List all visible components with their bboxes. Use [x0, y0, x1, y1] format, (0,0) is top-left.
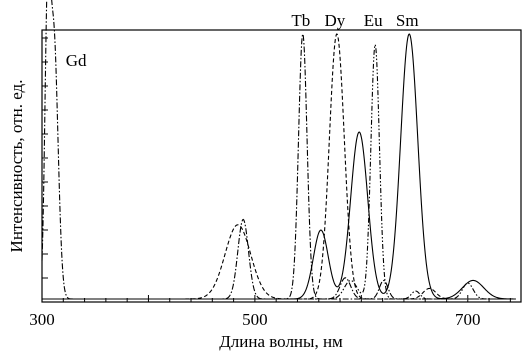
x-tick-label: 300 [29, 310, 55, 329]
series-line-eu [42, 42, 516, 300]
series-lines [41, 0, 516, 300]
x-axis-label: Длина волны, нм [219, 332, 343, 351]
series-line-tb [42, 33, 516, 300]
series-line-dy [42, 33, 516, 300]
series-line-sm [42, 33, 516, 300]
x-tick-label: 500 [242, 310, 268, 329]
series-label-gd: Gd [66, 51, 87, 70]
series-labels: Gd Tb Dy Eu Sm [66, 11, 419, 70]
x-axis-ticks: 300 500 700 [29, 295, 511, 329]
series-label-sm: Sm [396, 11, 419, 30]
series-label-tb: Tb [291, 11, 310, 30]
series-label-eu: Eu [364, 11, 383, 30]
series-label-dy: Dy [324, 11, 345, 30]
y-axis-label: Интенсивность, отн. ед. [7, 80, 26, 253]
series-line-gd [41, 0, 516, 300]
plot-frame [41, 29, 522, 303]
x-tick-label: 700 [455, 310, 481, 329]
